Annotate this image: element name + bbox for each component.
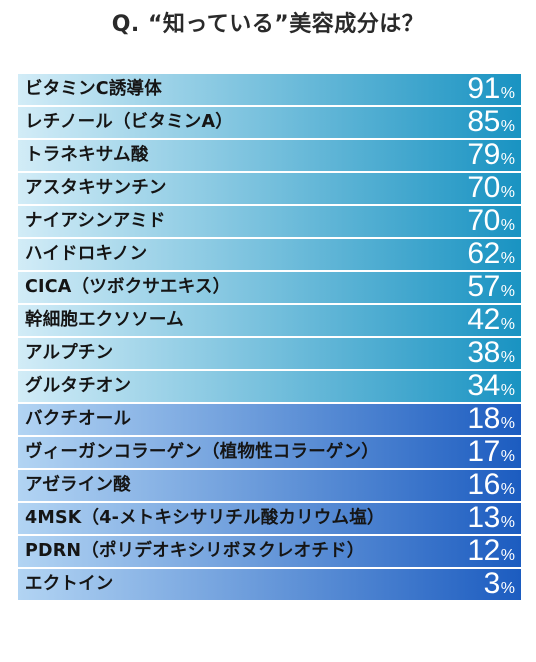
category-label: ハイドロキノン — [25, 244, 148, 264]
value-number: 62 — [467, 237, 500, 270]
value-label: 16% — [467, 469, 515, 500]
bar-row: グルタチオン 34% — [18, 370, 521, 402]
value-label: 38% — [467, 337, 515, 368]
value-label: 42% — [467, 304, 515, 335]
value-unit: % — [500, 151, 515, 168]
category-label: アルプチン — [25, 343, 114, 363]
value-unit: % — [500, 85, 515, 102]
value-number: 91 — [467, 72, 500, 105]
bar-row: ハイドロキノン 62% — [18, 238, 521, 270]
bar-row: バクチオール 18% — [18, 403, 521, 435]
value-label: 57% — [467, 271, 515, 302]
value-label: 13% — [467, 502, 515, 533]
value-unit: % — [500, 250, 515, 267]
value-label: 62% — [467, 238, 515, 269]
bar-row: ナイアシンアミド 70% — [18, 205, 521, 237]
value-number: 17 — [467, 435, 500, 468]
bar-row: 幹細胞エクソソーム 42% — [18, 304, 521, 336]
bar-row: ビタミンC誘導体 91% — [18, 73, 521, 105]
value-label: 70% — [467, 172, 515, 203]
category-label: アスタキサンチン — [25, 178, 167, 198]
value-label: 85% — [467, 106, 515, 137]
value-label: 18% — [467, 403, 515, 434]
bar-row: アゼライン酸 16% — [18, 469, 521, 501]
value-number: 70 — [467, 171, 500, 204]
category-label: 幹細胞エクソソーム — [25, 310, 184, 330]
category-label: バクチオール — [25, 409, 132, 429]
value-unit: % — [500, 316, 515, 333]
category-label: ナイアシンアミド — [25, 211, 166, 231]
value-number: 16 — [467, 468, 500, 501]
bar-row: ヴィーガンコラーゲン（植物性コラーゲン） 17% — [18, 436, 521, 468]
category-label: グルタチオン — [25, 376, 132, 396]
category-label: ヴィーガンコラーゲン（植物性コラーゲン） — [25, 442, 379, 462]
value-unit: % — [500, 448, 515, 465]
value-label: 34% — [467, 370, 515, 401]
value-unit: % — [500, 184, 515, 201]
value-number: 57 — [467, 270, 500, 303]
value-number: 38 — [467, 336, 500, 369]
value-number: 13 — [467, 501, 500, 534]
bar-row: PDRN（ポリデオキシリボヌクレオチド） 12% — [18, 535, 521, 567]
value-number: 70 — [467, 204, 500, 237]
value-unit: % — [500, 217, 515, 234]
value-number: 3 — [483, 567, 501, 600]
bar-row: CICA（ツボクサエキス） 57% — [18, 271, 521, 303]
value-unit: % — [500, 349, 515, 366]
bar-row: 4MSK（4-メトキシサリチル酸カリウム塩） 13% — [18, 502, 521, 534]
category-label: 4MSK（4-メトキシサリチル酸カリウム塩） — [25, 508, 385, 528]
value-number: 79 — [467, 138, 500, 171]
value-unit: % — [500, 283, 515, 300]
value-number: 34 — [467, 369, 500, 402]
value-label: 79% — [467, 139, 515, 170]
value-unit: % — [500, 382, 515, 399]
bar-row: アスタキサンチン 70% — [18, 172, 521, 204]
value-number: 18 — [467, 402, 500, 435]
category-label: ビタミンC誘導体 — [25, 79, 162, 99]
value-unit: % — [500, 415, 515, 432]
bar-row: トラネキサム酸 79% — [18, 139, 521, 171]
chart-title: Q. “知っている”美容成分は？ — [111, 12, 425, 37]
bar-row: アルプチン 38% — [18, 337, 521, 369]
value-label: 17% — [467, 436, 515, 467]
category-label: CICA（ツボクサエキス） — [25, 277, 231, 297]
value-label: 3% — [484, 568, 515, 599]
value-unit: % — [500, 580, 515, 597]
value-number: 85 — [467, 105, 500, 138]
value-label: 12% — [467, 535, 515, 566]
bar-row: レチノール（ビタミンA） 85% — [18, 106, 521, 138]
value-unit: % — [500, 514, 515, 531]
category-label: トラネキサム酸 — [25, 145, 149, 165]
bar-row: エクトイン 3% — [18, 568, 521, 600]
value-number: 42 — [467, 303, 500, 336]
value-label: 70% — [467, 205, 515, 236]
value-label: 91% — [467, 73, 515, 104]
chart-rows: ビタミンC誘導体 91% レチノール（ビタミンA） 85% トラネキサム酸 79% アスタキ… — [18, 73, 521, 654]
category-label: レチノール（ビタミンA） — [25, 112, 233, 132]
category-label: エクトイン — [25, 574, 114, 594]
category-label: PDRN（ポリデオキシリボヌクレオチド） — [25, 541, 365, 561]
value-unit: % — [500, 547, 515, 564]
category-label: アゼライン酸 — [25, 475, 131, 495]
value-unit: % — [500, 118, 515, 135]
value-number: 12 — [467, 534, 500, 567]
value-unit: % — [500, 481, 515, 498]
